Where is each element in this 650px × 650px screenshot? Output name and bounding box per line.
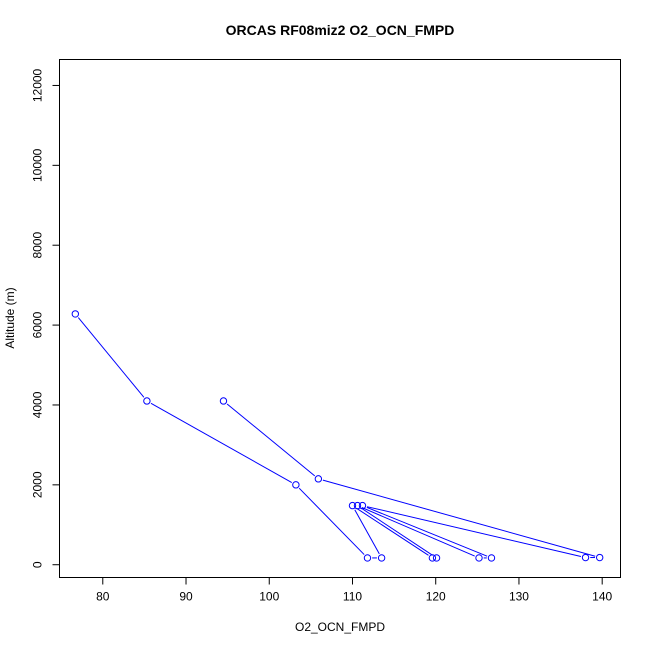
series-segment [354,509,380,555]
x-tick-label: 130 [509,590,529,604]
y-axis: 0 2000 4000 6000 8000 10000 12000 [31,68,60,568]
data-point [363,554,372,562]
y-tick-label: 6000 [31,311,45,338]
data-point [71,310,80,318]
data-point [475,554,483,562]
series-segment [322,479,596,557]
series-segment [366,506,488,557]
series-segment [361,507,475,557]
y-tick-label: 10000 [31,148,45,182]
data-point [348,501,357,510]
data-point [358,501,367,510]
data-point [377,554,386,562]
series-segment [150,402,293,483]
x-axis: 80 90 100 110 120 130 140 [96,577,613,604]
data-point [353,501,362,510]
y-tick-label: 0 [31,561,45,568]
data-point [219,397,228,405]
x-axis-label: O2_OCN_FMPD [295,620,385,634]
x-tick-label: 100 [259,590,279,604]
data-point [432,554,441,562]
data-point [428,554,437,562]
series-layer [71,310,604,562]
y-tick-label: 2000 [31,471,45,498]
series-segment [356,507,429,556]
data-point [143,397,151,405]
series-segment [298,487,365,555]
chart-title: ORCAS RF08miz2 O2_OCN_FMPD [226,22,455,38]
series-segment [366,506,582,557]
data-point [292,481,300,489]
x-tick-label: 110 [343,590,362,604]
y-axis-label: Altitude (m) [3,287,17,348]
x-tick-label: 90 [179,590,193,604]
x-tick-label: 120 [426,590,446,604]
series-segment [77,317,145,398]
y-tick-label: 8000 [31,232,45,259]
data-point [487,554,496,562]
plot-frame [59,59,621,578]
data-point [595,553,604,562]
series-segment [361,507,433,556]
data-point [581,553,590,562]
x-tick-label: 140 [592,590,612,604]
y-tick-label: 12000 [31,68,45,102]
y-tick-label: 4000 [31,391,45,418]
series-segment [226,403,316,477]
data-point [314,475,323,483]
x-tick-label: 80 [96,590,110,604]
